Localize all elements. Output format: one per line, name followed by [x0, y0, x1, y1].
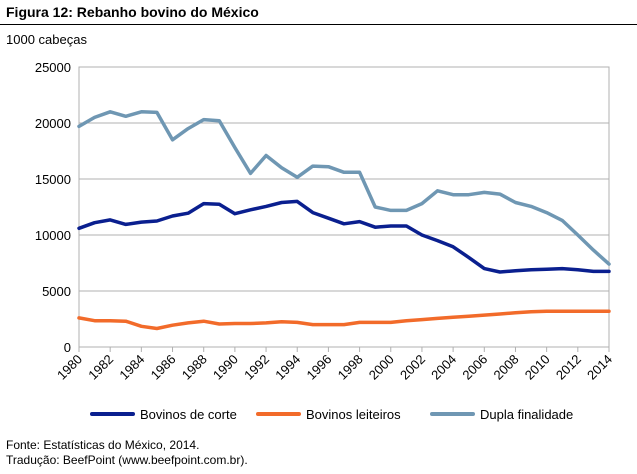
x-tick-label: 1996 — [303, 352, 334, 383]
x-tick-label: 1994 — [272, 352, 303, 383]
x-tick-label: 2014 — [584, 352, 615, 383]
x-tick-label: 1986 — [148, 352, 179, 383]
x-tick-label: 2010 — [522, 352, 553, 383]
x-tick-label: 1982 — [85, 352, 116, 383]
y-tick-label: 10000 — [35, 228, 71, 243]
x-tick-label: 2002 — [397, 352, 428, 383]
data-series — [77, 110, 611, 331]
x-axis-ticks: 1980 1982 1984 1986 1988 1990 1992 1994 1996 1998… — [54, 347, 615, 383]
x-tick-label: 2004 — [428, 352, 459, 383]
x-tick-label: 1980 — [54, 352, 85, 383]
x-tick-label: 2000 — [366, 352, 397, 383]
y-tick-label: 5000 — [42, 284, 71, 299]
legend-label-3: Dupla finalidade — [480, 407, 573, 422]
legend-label-1: Bovinos de corte — [140, 407, 237, 422]
grid-lines — [78, 66, 610, 348]
y-axis-unit-label: 1000 cabeças — [6, 32, 87, 47]
figure-title: Figura 12: Rebanho bovino do México — [6, 4, 259, 20]
source-line-1: Fonte: Estatísticas do México, 2014. — [6, 438, 200, 452]
x-tick-label: 2006 — [459, 352, 490, 383]
x-tick-label: 1998 — [335, 352, 366, 383]
source-line-2: Tradução: BeefPoint (www.beefpoint.com.b… — [6, 453, 248, 467]
series-line-1 — [77, 199, 611, 274]
y-tick-label: 15000 — [35, 172, 71, 187]
series-line-3 — [77, 110, 611, 266]
x-tick-label: 1988 — [179, 352, 210, 383]
y-axis-ticks: 0 5000 10000 15000 20000 25000 — [35, 60, 71, 355]
source-note: Fonte: Estatísticas do México, 2014. Tra… — [6, 438, 248, 468]
y-tick-label: 0 — [64, 340, 71, 355]
x-tick-label: 2012 — [553, 352, 584, 383]
x-tick-label: 1990 — [210, 352, 241, 383]
title-rule — [0, 24, 637, 25]
series-line-2 — [77, 309, 611, 331]
y-tick-label: 25000 — [35, 60, 71, 75]
legend-label-2: Bovinos leiteiros — [306, 407, 401, 422]
legend: Bovinos de corte Bovinos leiteiros Dupla f… — [90, 407, 573, 422]
x-tick-label: 1992 — [241, 352, 272, 383]
x-tick-label: 2008 — [491, 352, 522, 383]
y-tick-label: 20000 — [35, 116, 71, 131]
x-tick-label: 1984 — [116, 352, 147, 383]
